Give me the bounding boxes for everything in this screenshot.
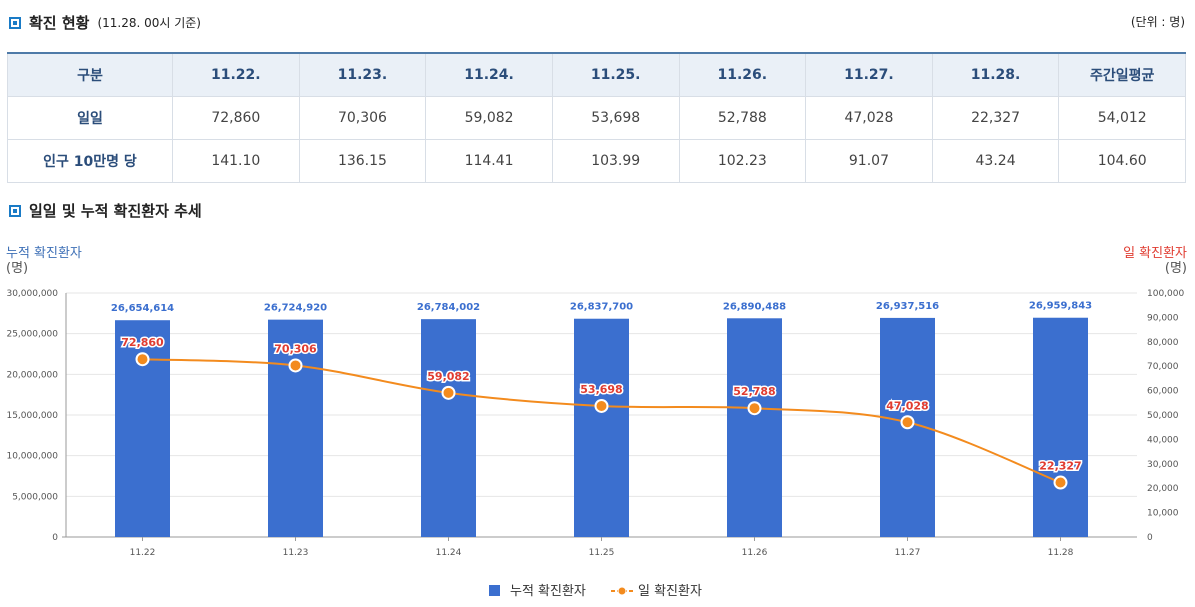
row-header: 일일 <box>7 95 173 140</box>
legend-bar-swatch <box>489 585 500 596</box>
line-point <box>900 415 915 430</box>
col-header-date: 11.22. <box>172 52 300 97</box>
line-point <box>441 385 456 400</box>
right-tick-label: 90,000 <box>1147 313 1179 323</box>
table-cell: 141.10 <box>172 138 300 183</box>
left-tick-label: 25,000,000 <box>6 330 58 340</box>
bar <box>727 318 782 537</box>
bar-value-label: 26,959,843 <box>1029 301 1092 312</box>
bar-value-label: 26,654,614 <box>111 303 174 314</box>
legend-line-marker <box>617 586 627 596</box>
x-tick-label: 11.24 <box>436 548 462 558</box>
left-tick-label: 0 <box>52 533 58 543</box>
line-value-label: 72,860 <box>121 336 164 349</box>
right-axis-unit: (명) <box>1165 261 1187 276</box>
right-tick-label: 50,000 <box>1147 411 1179 421</box>
left-tick-label: 5,000,000 <box>12 492 58 502</box>
table-cell: 53,698 <box>551 95 680 140</box>
x-tick-label: 11.27 <box>895 548 921 558</box>
table-cell: 59,082 <box>425 95 553 140</box>
col-header-category: 구분 <box>7 52 173 97</box>
status-section-header: 확진 현황 (11.28. 00시 기준) <box>9 12 201 33</box>
table-cell: 103.99 <box>551 138 680 183</box>
table-cell: 43.24 <box>931 138 1060 183</box>
left-axis-title: 누적 확진환자 <box>6 246 82 261</box>
unit-label: (단위 : 명) <box>1130 15 1185 29</box>
line-point <box>135 352 150 367</box>
status-section-title: 확진 현황 <box>29 14 90 32</box>
bar <box>421 319 476 537</box>
table-row-daily: 일일 72,860 70,306 59,082 53,698 52,788 47… <box>7 95 1186 140</box>
line-value-label: 59,082 <box>427 370 469 383</box>
table-cell: 52,788 <box>678 95 807 140</box>
table-row-per-100k: 인구 10만명 당 141.10 136.15 114.41 103.99 10… <box>7 138 1186 183</box>
x-tick-label: 11.22 <box>130 548 156 558</box>
bar <box>574 318 629 537</box>
table-cell: 91.07 <box>805 138 933 183</box>
line-value-label: 47,028 <box>886 399 928 412</box>
left-tick-label: 10,000,000 <box>6 452 58 462</box>
daily-stats-table: 구분 11.22. 11.23. 11.24. 11.25. 11.26. 11… <box>7 52 1186 183</box>
line-value-label: 22,327 <box>1039 460 1081 473</box>
status-section-subtitle: (11.28. 00시 기준) <box>97 16 201 30</box>
col-header-date: 11.24. <box>425 52 553 97</box>
line-value-label: 70,306 <box>274 342 317 355</box>
bar-value-label: 26,837,700 <box>570 302 633 313</box>
right-tick-label: 80,000 <box>1147 338 1179 348</box>
bar-value-label: 26,890,488 <box>723 301 786 312</box>
right-tick-label: 20,000 <box>1147 484 1179 494</box>
col-header-date: 11.23. <box>298 52 427 97</box>
line-value-label: 53,698 <box>580 383 622 396</box>
table-cell: 104.60 <box>1058 138 1186 183</box>
legend-line-label: 일 확진환자 <box>638 584 702 599</box>
left-tick-label: 20,000,000 <box>6 370 58 380</box>
right-tick-label: 30,000 <box>1147 460 1179 470</box>
right-tick-label: 0 <box>1147 533 1153 543</box>
bar-value-label: 26,937,516 <box>876 301 939 312</box>
col-header-weekly-average: 주간일평균 <box>1058 52 1186 97</box>
table-cell: 72,860 <box>172 95 300 140</box>
line-point <box>1053 475 1068 490</box>
table-cell: 22,327 <box>931 95 1060 140</box>
cases-trend-chart: 누적 확진환자(명)일 확진환자(명)30,000,00025,000,0002… <box>6 246 1187 599</box>
row-header: 인구 10만명 당 <box>7 138 173 183</box>
col-header-date: 11.26. <box>678 52 807 97</box>
col-header-date: 11.27. <box>805 52 933 97</box>
bar <box>1033 317 1088 537</box>
x-tick-label: 11.26 <box>742 548 768 558</box>
right-tick-label: 100,000 <box>1147 289 1184 299</box>
line-point <box>747 401 762 416</box>
table-cell: 136.15 <box>298 138 427 183</box>
x-tick-label: 11.25 <box>589 548 615 558</box>
right-tick-label: 60,000 <box>1147 387 1179 397</box>
table-cell: 102.23 <box>678 138 807 183</box>
bar <box>268 319 323 537</box>
line-value-label: 52,788 <box>733 385 775 398</box>
right-axis-title: 일 확진환자 <box>1123 246 1187 261</box>
line-point <box>288 358 303 373</box>
table-cell: 70,306 <box>298 95 427 140</box>
x-tick-label: 11.23 <box>283 548 309 558</box>
bar-value-label: 26,784,002 <box>417 302 480 313</box>
legend-bar-label: 누적 확진환자 <box>510 584 586 599</box>
line-point <box>594 398 609 413</box>
trend-section-header: 일일 및 누적 확진환자 추세 <box>9 200 202 221</box>
col-header-date: 11.28. <box>931 52 1060 97</box>
table-cell: 54,012 <box>1058 95 1186 140</box>
right-tick-label: 70,000 <box>1147 362 1179 372</box>
left-axis-unit: (명) <box>6 261 28 276</box>
bar-value-label: 26,724,920 <box>264 303 327 314</box>
square-bullet-icon <box>9 204 21 217</box>
left-tick-label: 15,000,000 <box>6 411 58 421</box>
trend-section-title: 일일 및 누적 확진환자 추세 <box>29 202 202 220</box>
table-header-row: 구분 11.22. 11.23. 11.24. 11.25. 11.26. 11… <box>7 52 1186 97</box>
table-cell: 47,028 <box>805 95 933 140</box>
square-bullet-icon <box>9 16 21 29</box>
col-header-date: 11.25. <box>551 52 680 97</box>
x-tick-label: 11.28 <box>1048 548 1074 558</box>
right-tick-label: 40,000 <box>1147 435 1179 445</box>
right-tick-label: 10,000 <box>1147 509 1179 519</box>
table-cell: 114.41 <box>425 138 553 183</box>
left-tick-label: 30,000,000 <box>6 289 58 299</box>
